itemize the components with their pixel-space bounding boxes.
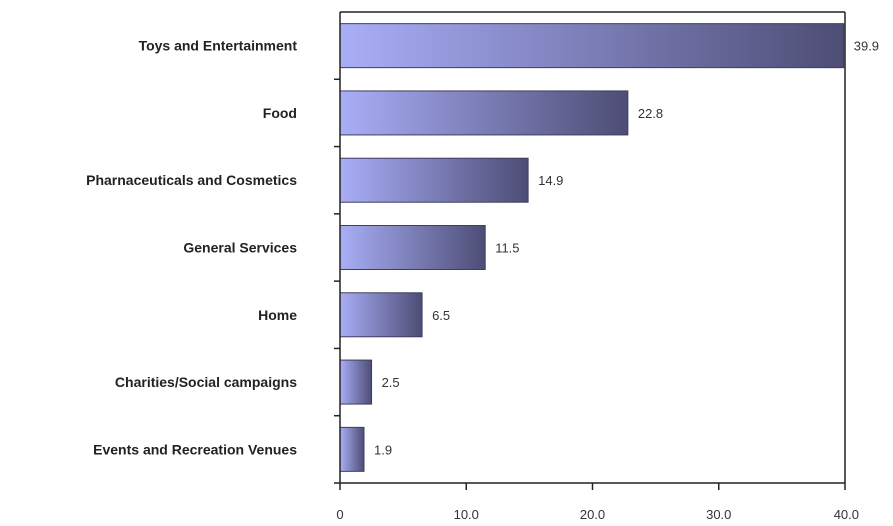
- bar-3: [339, 225, 486, 270]
- bar-0: [339, 23, 845, 69]
- category-labels: Toys and Entertainment Food Pharnaceutical…: [86, 38, 297, 458]
- category-label-1: Food: [263, 105, 297, 121]
- category-label-2: Pharnaceuticals and Cosmetics: [86, 172, 297, 188]
- category-label-4: Home: [258, 307, 297, 323]
- bar-5: [339, 359, 373, 405]
- bar-6: [339, 426, 365, 472]
- value-label-4: 6.5: [432, 308, 450, 323]
- x-tick-label-3: 30.0: [706, 507, 731, 522]
- category-label-0: Toys and Entertainment: [139, 38, 298, 54]
- x-tick-label-4: 40.0: [834, 507, 859, 522]
- category-label-3: General Services: [183, 240, 297, 256]
- value-label-5: 2.5: [382, 375, 400, 390]
- value-label-2: 14.9: [538, 173, 563, 188]
- value-label-1: 22.8: [638, 106, 663, 121]
- category-label-5: Charities/Social campaigns: [115, 374, 297, 390]
- bars-layer: 39.9 22.8 14.9 11.5 6.5 2.5 1.9: [339, 23, 879, 472]
- bar-1: [339, 90, 629, 136]
- x-tick-label-2: 20.0: [580, 507, 605, 522]
- x-tick-label-0: 0: [336, 507, 343, 522]
- value-label-6: 1.9: [374, 442, 392, 457]
- x-axis-ticks: 0 10.0 20.0 30.0 40.0: [334, 78, 859, 522]
- category-label-6: Events and Recreation Venues: [93, 441, 297, 457]
- x-tick-label-1: 10.0: [454, 507, 479, 522]
- bar-2: [339, 157, 529, 203]
- value-label-3: 11.5: [495, 241, 519, 256]
- bar-4: [339, 292, 423, 338]
- value-label-0: 39.9: [854, 39, 879, 54]
